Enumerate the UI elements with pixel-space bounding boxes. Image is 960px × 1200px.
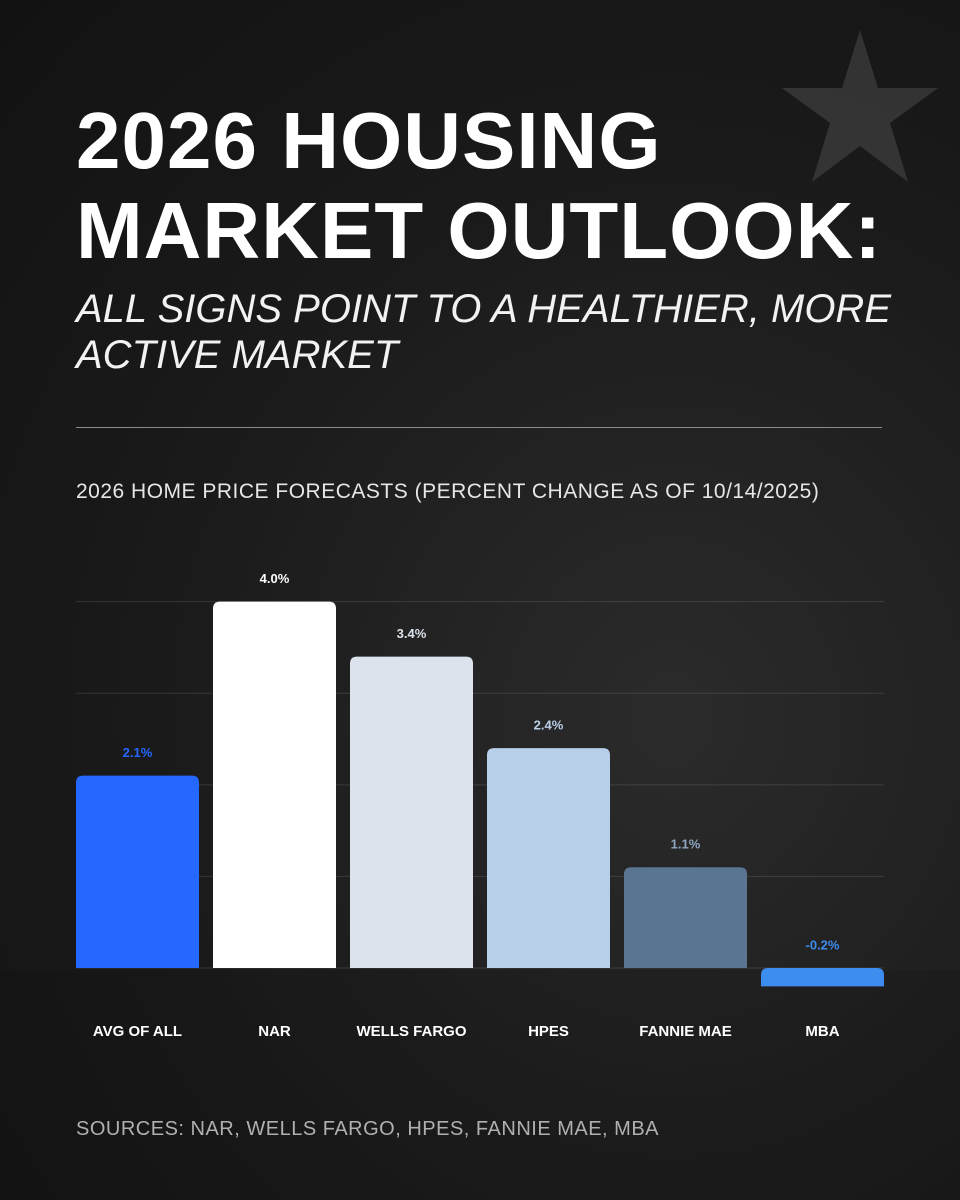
bar xyxy=(624,867,747,969)
bar xyxy=(76,775,199,969)
x-tick-label: WELLS FARGO xyxy=(357,1023,467,1040)
subtitle: ALL SIGNS POINT TO A HEALTHIER, MORE ACT… xyxy=(76,287,891,377)
bar xyxy=(350,656,473,969)
sources: SOURCES: NAR, WELLS FARGO, HPES, FANNIE … xyxy=(76,1118,660,1140)
x-tick-label: AVG OF ALL xyxy=(93,1023,182,1040)
value-label: 3.4% xyxy=(397,626,427,641)
chart-title: 2026 HOME PRICE FORECASTS (PERCENT CHANG… xyxy=(76,480,820,503)
bar xyxy=(487,748,610,969)
value-label: -0.2% xyxy=(806,937,840,952)
title: 2026 HOUSING MARKET OUTLOOK: xyxy=(76,96,883,275)
x-tick-label: MBA xyxy=(805,1023,839,1040)
x-tick-label: FANNIE MAE xyxy=(639,1023,732,1040)
value-label: 2.1% xyxy=(123,745,153,760)
value-label: 4.0% xyxy=(260,571,290,586)
divider xyxy=(76,427,882,428)
x-tick-label: HPES xyxy=(528,1023,569,1040)
decor xyxy=(0,30,960,1200)
bar xyxy=(213,601,336,969)
bar xyxy=(761,968,884,987)
x-tick-label: NAR xyxy=(258,1023,291,1040)
value-label: 2.4% xyxy=(534,718,564,733)
value-label: 1.1% xyxy=(671,837,701,852)
